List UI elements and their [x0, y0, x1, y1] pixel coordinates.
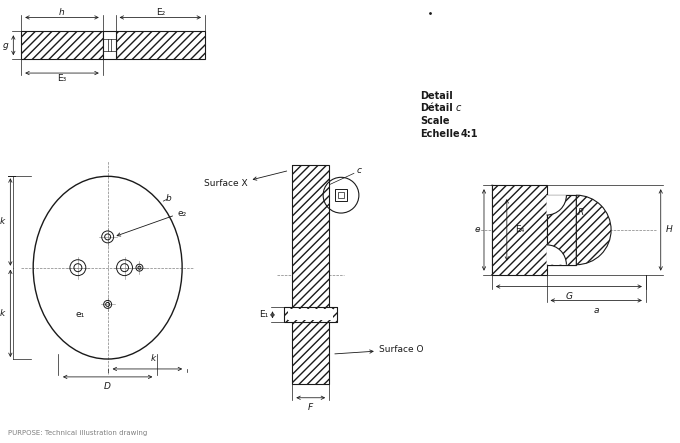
- Text: G: G: [565, 292, 573, 302]
- Text: k: k: [0, 309, 5, 318]
- Bar: [103, 31, 116, 59]
- Text: b: b: [165, 194, 171, 202]
- Text: H: H: [666, 225, 673, 234]
- Bar: [284, 307, 337, 323]
- Text: e: e: [475, 225, 480, 234]
- Text: k: k: [150, 354, 156, 363]
- Text: Echelle: Echelle: [420, 128, 460, 139]
- Text: a: a: [594, 307, 599, 315]
- Text: E₃: E₃: [57, 74, 67, 82]
- Wedge shape: [577, 195, 611, 265]
- Bar: [284, 307, 337, 323]
- Bar: [116, 31, 205, 59]
- Text: Detail: Detail: [420, 91, 453, 101]
- Bar: [547, 195, 577, 265]
- Bar: [547, 195, 577, 265]
- Text: Détail: Détail: [420, 103, 453, 113]
- Text: R: R: [578, 208, 584, 217]
- Text: 4:1: 4:1: [460, 128, 477, 139]
- Wedge shape: [547, 245, 566, 265]
- Text: Surface O: Surface O: [379, 345, 423, 354]
- Text: k: k: [0, 218, 5, 226]
- Bar: [338, 192, 344, 198]
- Bar: [116, 31, 205, 59]
- Text: E₄: E₄: [515, 225, 524, 234]
- Bar: [292, 165, 329, 384]
- Text: Scale: Scale: [420, 116, 450, 126]
- Bar: [21, 31, 103, 59]
- Text: c: c: [356, 166, 361, 175]
- Text: E₁: E₁: [259, 311, 269, 319]
- Text: e₁: e₁: [76, 310, 85, 319]
- Bar: [492, 185, 547, 275]
- Wedge shape: [547, 195, 566, 215]
- Bar: [21, 31, 103, 59]
- Text: Surface X: Surface X: [204, 179, 248, 188]
- Text: F: F: [308, 403, 313, 412]
- Text: c: c: [455, 103, 460, 113]
- Bar: [284, 307, 337, 323]
- Bar: [288, 309, 333, 320]
- Text: g: g: [3, 41, 8, 50]
- Text: D: D: [104, 382, 111, 391]
- Bar: [335, 189, 347, 201]
- Text: E₂: E₂: [156, 8, 165, 17]
- Bar: [292, 165, 329, 384]
- Bar: [492, 185, 547, 275]
- Text: e₂: e₂: [177, 209, 186, 218]
- Text: h: h: [59, 8, 65, 17]
- Text: PURPOSE: Technical illustration drawing: PURPOSE: Technical illustration drawing: [8, 431, 148, 436]
